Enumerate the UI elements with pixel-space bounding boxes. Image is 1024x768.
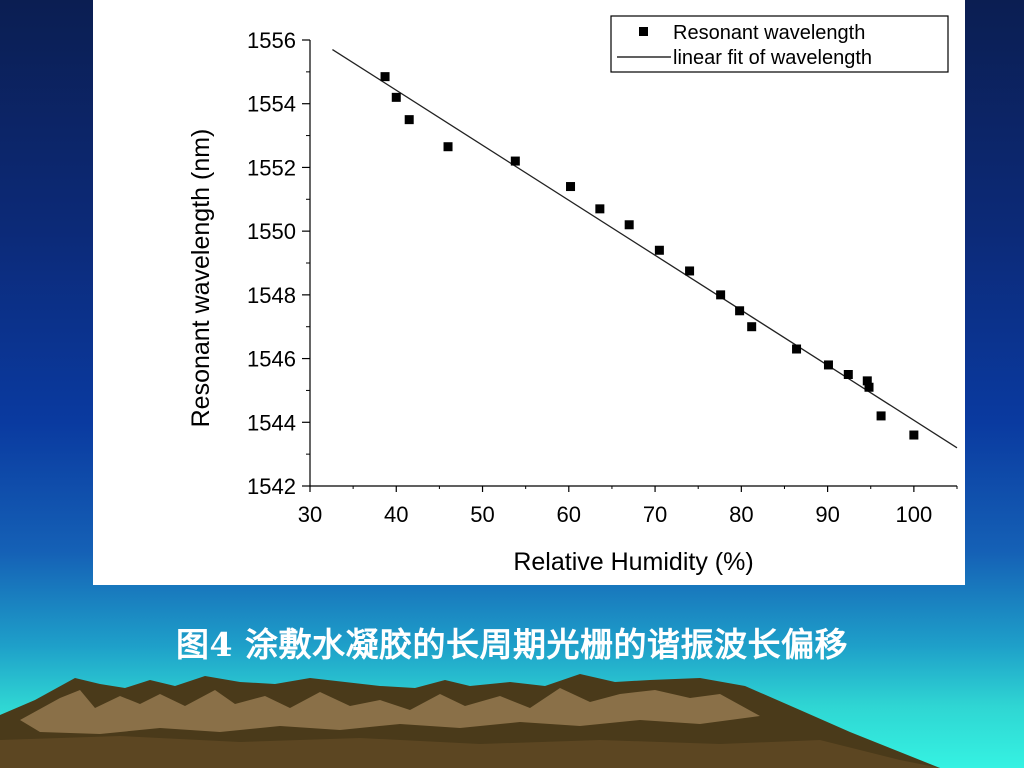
data-point xyxy=(391,92,401,102)
y-tick-label: 1552 xyxy=(247,155,296,180)
data-point xyxy=(862,376,872,386)
x-tick-label: 80 xyxy=(729,502,753,527)
fit-line xyxy=(332,49,958,449)
data-point xyxy=(566,182,576,192)
data-point xyxy=(443,142,453,152)
legend-label-fit: linear fit of wavelength xyxy=(673,47,872,69)
legend-marker-square xyxy=(639,27,648,36)
x-tick-label: 30 xyxy=(298,502,322,527)
slide-caption: 图4 涂敷水凝胶的长周期光栅的谐振波长偏移 xyxy=(176,625,848,664)
data-point xyxy=(909,430,919,440)
y-tick-label: 1548 xyxy=(247,283,296,308)
x-axis-label: Relative Humidity (%) xyxy=(513,548,753,576)
data-point xyxy=(624,220,634,230)
y-axis-label: Resonant wavelength (nm) xyxy=(187,129,215,428)
data-point xyxy=(685,266,695,276)
data-point xyxy=(380,72,390,82)
x-tick-label: 90 xyxy=(815,502,839,527)
y-tick-label: 1550 xyxy=(247,219,296,244)
data-point xyxy=(716,290,726,300)
y-tick-label: 1544 xyxy=(247,410,296,435)
data-point xyxy=(823,360,833,370)
data-point xyxy=(735,306,745,316)
x-tick-label: 40 xyxy=(384,502,408,527)
x-tick-label: 100 xyxy=(896,502,933,527)
y-tick-label: 1554 xyxy=(247,92,296,117)
legend-label-scatter: Resonant wavelength xyxy=(673,22,865,44)
data-point xyxy=(404,115,414,125)
x-tick-label: 60 xyxy=(557,502,581,527)
y-tick-label: 1556 xyxy=(247,28,296,53)
data-point xyxy=(843,370,853,379)
humidity-wavelength-chart: 30 40 50 60 70 80 90 100 1542 1544 1546 1548 1550 155… xyxy=(187,15,958,576)
mountain-foreground xyxy=(0,736,940,768)
data-point xyxy=(654,245,664,255)
mountain-ridges xyxy=(20,688,760,734)
data-point xyxy=(792,344,802,354)
data-point xyxy=(876,411,886,421)
x-tick-label: 70 xyxy=(643,502,667,527)
data-point xyxy=(510,156,520,166)
y-tick-label: 1542 xyxy=(247,474,296,499)
data-point xyxy=(595,204,605,214)
legend-box xyxy=(610,15,949,73)
data-point xyxy=(864,382,874,392)
mountain-range-decoration xyxy=(0,674,940,768)
y-tick-label: 1546 xyxy=(247,347,296,372)
data-point xyxy=(747,322,757,332)
chart-panel: 30 40 50 60 70 80 90 100 1542 1544 1546 1548 1550 155… xyxy=(93,0,965,585)
x-tick-label: 50 xyxy=(470,502,494,527)
